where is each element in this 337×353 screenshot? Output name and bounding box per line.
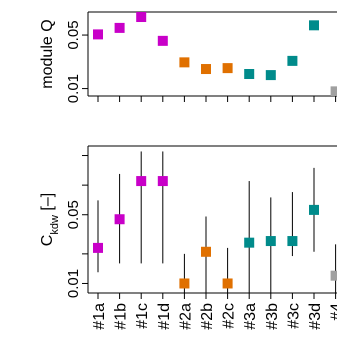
- data-point: [179, 278, 190, 289]
- x-tick-label: #1d: [156, 303, 173, 330]
- y-tick-label: 0.05: [65, 200, 82, 229]
- data-point: [244, 69, 255, 80]
- data-point: [136, 176, 147, 187]
- data-point: [330, 270, 337, 281]
- data-point: [114, 22, 125, 33]
- y-tick-label: 0.01: [65, 269, 82, 298]
- x-tick-label: #3b: [264, 303, 281, 330]
- data-point: [287, 236, 298, 247]
- y-tick-label: 0.05: [65, 20, 82, 49]
- data-point: [265, 236, 276, 247]
- module-q-panel: 0.01 0.05 module Q: [39, 11, 337, 103]
- data-point: [330, 86, 337, 96]
- y-axis-label: module Q: [39, 19, 56, 88]
- y-axis-label: Ckdw [–]: [39, 193, 61, 246]
- x-tick-label: #2a: [177, 303, 194, 330]
- data-point: [201, 246, 211, 257]
- x-tick-label: #3d: [307, 303, 324, 330]
- x-tick-label: #4: [329, 303, 337, 321]
- data-point: [157, 176, 168, 187]
- data-point: [309, 204, 319, 215]
- data-marks: [93, 151, 337, 293]
- data-point: [201, 64, 211, 75]
- x-tick-label: #3c: [285, 303, 302, 329]
- data-point: [157, 35, 168, 46]
- x-tick-label: #1c: [134, 303, 151, 329]
- x-tick-label: #2c: [221, 303, 238, 329]
- data-point: [179, 57, 190, 68]
- x-tick-label: #1a: [91, 303, 108, 330]
- x-tick-label: #2b: [199, 303, 216, 330]
- data-point: [244, 237, 255, 248]
- y-axis-label-subscript: kdw: [49, 215, 61, 235]
- data-point: [222, 63, 233, 74]
- data-marks: [93, 12, 337, 96]
- x-tick-label: #3a: [242, 303, 259, 330]
- data-point: [265, 70, 276, 81]
- x-tick-label: #1b: [113, 303, 130, 330]
- data-point: [309, 20, 319, 31]
- data-point: [222, 278, 233, 289]
- y-axis-label-unit: [–]: [39, 193, 56, 215]
- data-point: [93, 242, 103, 253]
- data-point: [136, 12, 147, 23]
- data-point: [114, 214, 125, 225]
- data-point: [287, 55, 298, 66]
- y-tick-label: 0.01: [65, 74, 82, 103]
- data-point: [93, 29, 103, 40]
